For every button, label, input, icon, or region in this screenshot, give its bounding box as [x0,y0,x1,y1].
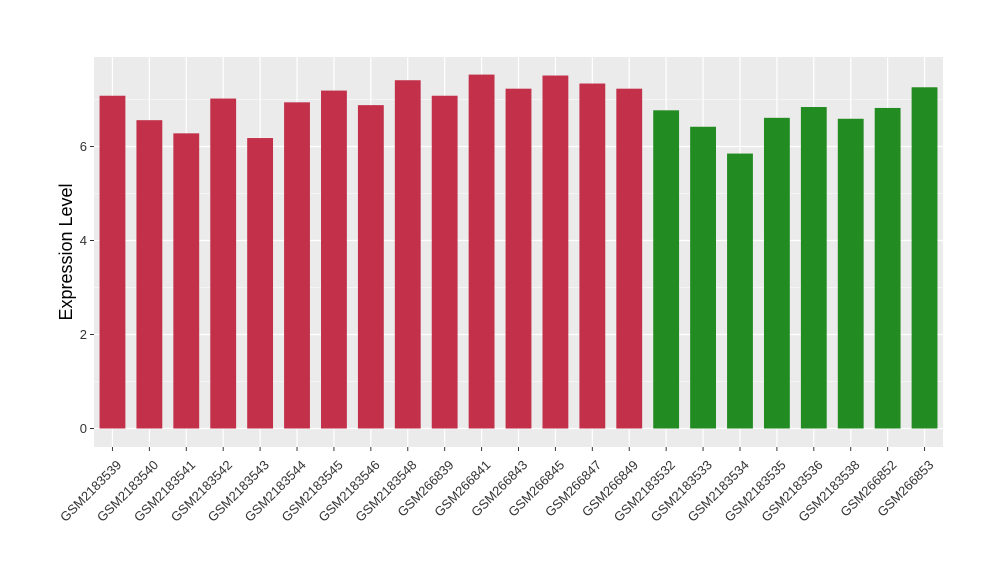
bar-GSM2183534 [727,153,753,429]
bar-GSM2183536 [800,107,827,429]
bar-GSM2183548 [394,80,421,429]
bar-series [99,74,938,429]
bar-GSM266852 [874,107,901,429]
bar-GSM266845 [542,75,569,429]
bar-GSM2183542 [210,98,237,429]
y-tick-label: 2 [80,327,87,342]
y-axis-title: Expression Level [56,183,76,320]
y-tick-label: 0 [80,421,87,436]
y-tick-label: 4 [80,233,87,248]
bar-GSM2183544 [284,102,310,429]
bar-GSM2183540 [136,120,163,429]
y-axis: 0 2 4 6 [80,139,94,436]
bar-GSM266847 [579,83,606,429]
x-axis: GSM2183539GSM2183540GSM2183541GSM2183542… [57,447,936,525]
bar-GSM2183543 [247,138,274,429]
bar-GSM2183545 [321,90,347,429]
bar-GSM266841 [468,74,495,429]
bar-GSM2183535 [763,117,790,429]
bar-GSM2183541 [173,133,200,429]
bar-GSM2183532 [653,110,680,429]
y-tick-label: 6 [80,139,87,154]
bar-GSM266839 [431,95,458,429]
bar-GSM266849 [616,88,643,429]
bar-GSM2183546 [357,105,384,429]
bar-GSM266843 [505,88,532,429]
bar-GSM2183538 [837,118,864,429]
bar-GSM266853 [911,87,938,429]
bar-GSM2183533 [690,126,716,429]
bar-GSM2183539 [99,95,126,429]
